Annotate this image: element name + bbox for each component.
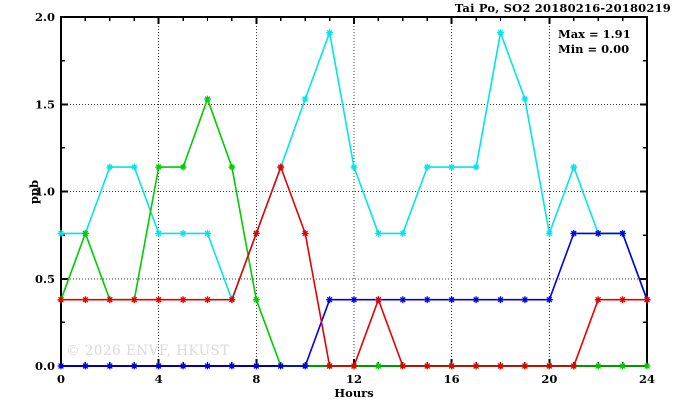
- min-value-label: Min = 0.00: [558, 42, 630, 56]
- series-markers-cyan: [57, 29, 651, 304]
- y-axis-title: ppb: [27, 179, 41, 205]
- x-tick-label: 8: [252, 372, 260, 386]
- x-tick-label: 20: [541, 372, 557, 386]
- series-markers-red: [57, 163, 651, 370]
- x-axis-title: Hours: [334, 386, 374, 400]
- x-tick-label: 24: [639, 372, 655, 386]
- y-tick-label: 2.0: [35, 10, 55, 24]
- max-min-annotation: Max = 1.91 Min = 0.00: [558, 27, 631, 57]
- y-tick-label: 0.0: [35, 359, 55, 373]
- watermark: © 2026 ENVF, HKUST: [66, 343, 230, 359]
- x-tick-label: 12: [346, 372, 362, 386]
- series-line-green: [60, 98, 647, 367]
- y-tick-label: 1.0: [35, 185, 55, 199]
- x-tick-label: 16: [444, 372, 460, 386]
- x-tick-label: 0: [57, 372, 65, 386]
- y-tick-label: 0.5: [35, 272, 55, 286]
- x-tick-label: 4: [155, 372, 163, 386]
- chart-title: Tai Po, SO2 20180216-20180219: [454, 1, 671, 15]
- y-tick-label: 1.5: [35, 97, 55, 111]
- max-value-label: Max = 1.91: [558, 27, 631, 41]
